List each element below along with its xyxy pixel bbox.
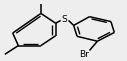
Text: S: S — [62, 15, 68, 24]
Text: Br: Br — [79, 50, 89, 59]
